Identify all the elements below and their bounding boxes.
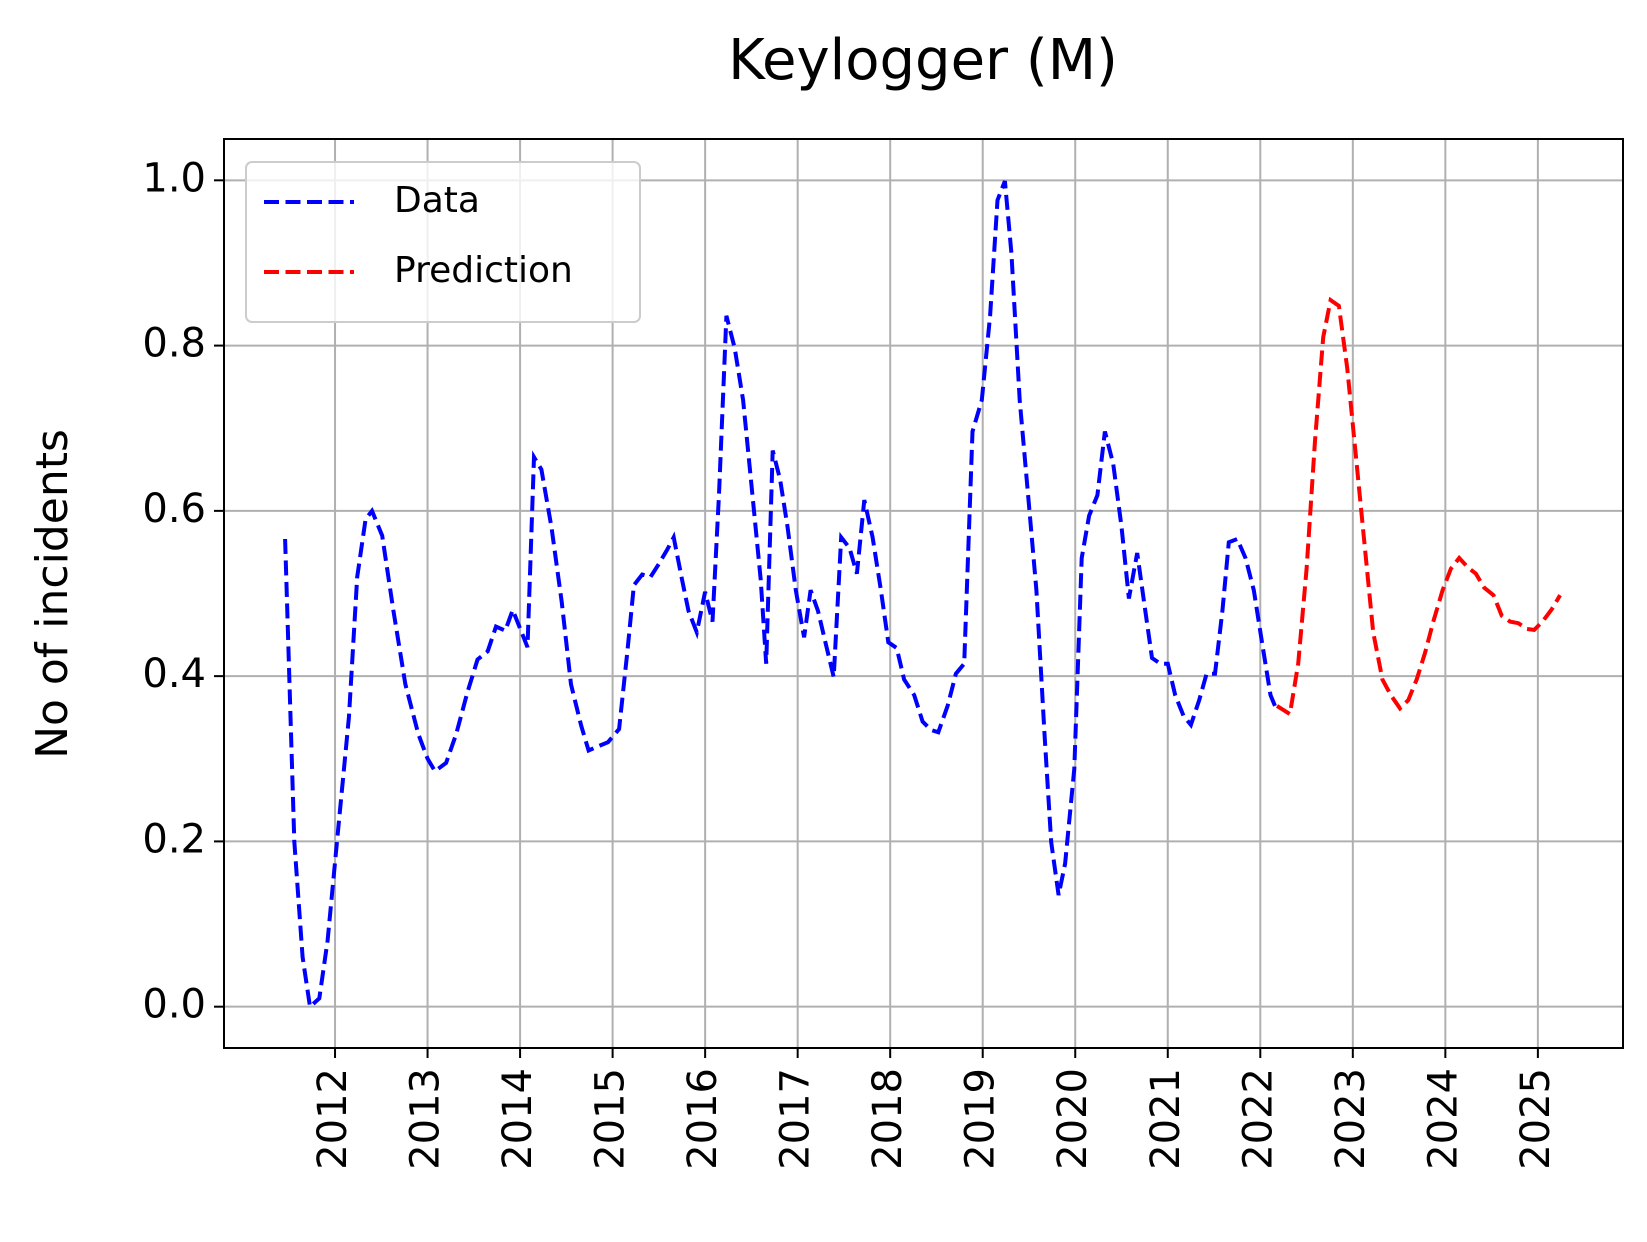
- chart-title: Keylogger (M): [728, 28, 1118, 93]
- y-tick-label: 0.2: [142, 816, 206, 862]
- x-tick-label: 2025: [1513, 1068, 1559, 1170]
- y-tick-label: 0.0: [142, 982, 206, 1028]
- data-line: [283, 180, 1279, 1011]
- x-tick-label: 2012: [310, 1068, 356, 1170]
- data-line: [1275, 296, 1562, 718]
- legend-label: Prediction: [394, 250, 573, 291]
- y-tick-label: 0.4: [142, 651, 206, 697]
- legend-label: Data: [394, 180, 480, 221]
- y-tick-label: 0.6: [142, 486, 206, 532]
- x-tick-label: 2023: [1328, 1068, 1374, 1170]
- legend-box: [245, 161, 641, 323]
- x-tick-label: 2015: [588, 1068, 634, 1170]
- y-tick-label: 0.8: [142, 321, 206, 367]
- grid: 0.0 0.2 0.4 0.6 0.8 1.0 2012 2013 2014 2015 2016 20…: [142, 139, 1623, 1170]
- x-tick-label: 2019: [958, 1068, 1004, 1170]
- y-axis-label: No of incidents: [27, 429, 78, 759]
- x-tick-label: 2020: [1050, 1068, 1096, 1170]
- x-tick-label: 2022: [1235, 1068, 1281, 1170]
- x-tick-label: 2016: [680, 1068, 726, 1170]
- x-tick-label: 2017: [773, 1068, 819, 1170]
- x-tick-label: 2014: [495, 1068, 541, 1170]
- y-tick-label: 1.0: [142, 155, 206, 201]
- x-tick-label: 2024: [1420, 1068, 1466, 1170]
- x-tick-label: 2013: [403, 1068, 449, 1170]
- x-tick-label: 2021: [1143, 1068, 1189, 1170]
- plot-area: [283, 180, 1562, 1011]
- x-tick-label: 2018: [865, 1068, 911, 1170]
- legend: Data Prediction: [245, 161, 641, 323]
- axes-frame: [223, 138, 1624, 1049]
